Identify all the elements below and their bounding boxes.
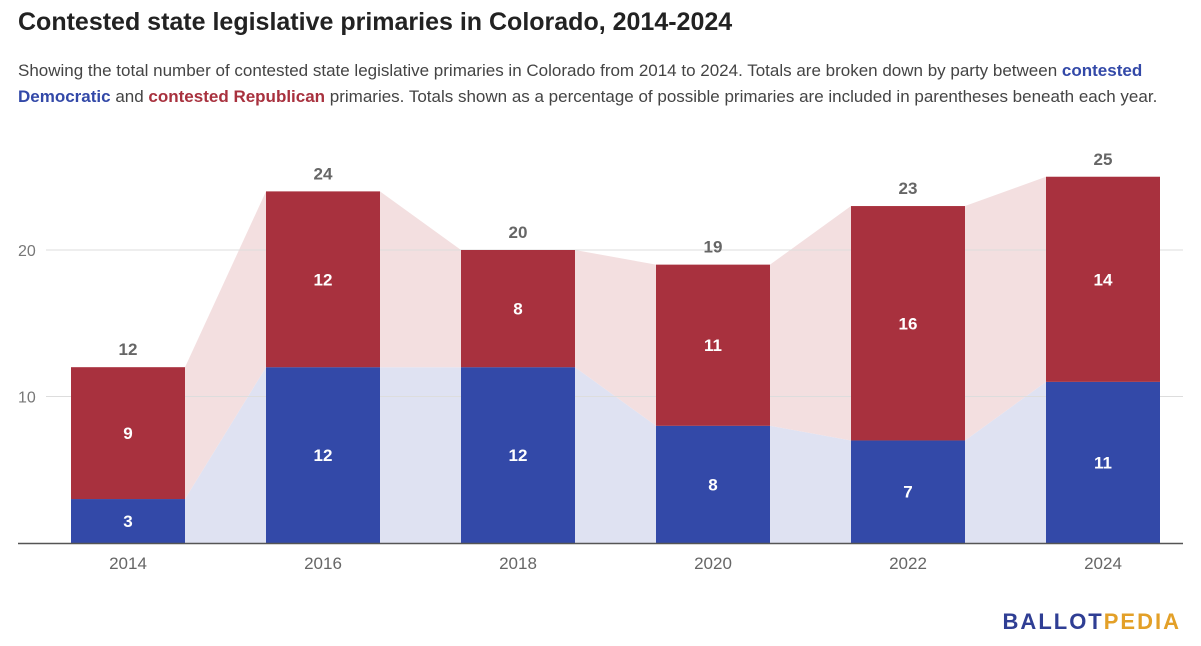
subtitle-text-2: and <box>110 87 149 106</box>
bar-democratic-2018 <box>461 367 575 543</box>
bar-republican-2014 <box>71 367 185 500</box>
data-label-republican: 11 <box>704 336 722 355</box>
data-label-democratic: 7 <box>903 483 912 502</box>
data-label-democratic: 3 <box>123 512 132 531</box>
chart-title: Contested state legislative primaries in… <box>18 8 733 36</box>
bar-republican-2018 <box>461 250 575 368</box>
data-label-democratic: 8 <box>708 475 717 494</box>
data-label-republican: 8 <box>513 300 522 319</box>
data-label-democratic: 12 <box>509 446 528 465</box>
x-tick-label: 2022 <box>889 554 927 573</box>
y-tick-label: 10 <box>18 390 36 407</box>
ballotpedia-logo: BALLOTPEDIA <box>1003 609 1181 635</box>
data-label-total: 23 <box>899 179 918 198</box>
axis-layer: 2014 2016 2018 2020 2022 2024 <box>18 542 1183 573</box>
data-label-republican: 14 <box>1094 270 1113 289</box>
area-layer <box>71 176 1160 543</box>
x-tick-label: 2014 <box>109 554 147 573</box>
bar-layer <box>71 176 1160 543</box>
subtitle-democratic-label: contested Democratic <box>18 61 1143 106</box>
subtitle-text-3: primaries. Totals shown as a percentage … <box>325 87 1158 106</box>
data-label-total: 12 <box>119 340 138 359</box>
logo-text-pedia: PEDIA <box>1103 609 1181 634</box>
y-tick-label: 20 <box>18 243 36 260</box>
bar-republican-2020 <box>656 264 770 426</box>
republican-area <box>71 176 1160 500</box>
x-tick-label: 2020 <box>694 554 732 573</box>
bar-democratic-2024 <box>1046 381 1160 543</box>
data-label-total: 20 <box>509 223 528 242</box>
democratic-area <box>71 367 1160 543</box>
data-label-republican: 12 <box>314 270 333 289</box>
bar-republican-2016 <box>266 191 380 368</box>
label-layer: 3 9 12 12 12 24 12 8 20 8 11 19 7 16 23 11 14 25 <box>119 150 1113 531</box>
gridline-layer: 10 20 <box>18 243 1183 407</box>
x-tick-label: 2024 <box>1084 554 1122 573</box>
bar-republican-2022 <box>851 206 965 441</box>
data-label-total: 19 <box>704 238 723 257</box>
bar-democratic-2020 <box>656 425 770 543</box>
bar-democratic-2022 <box>851 440 965 543</box>
subtitle-republican-label: contested Republican <box>148 87 326 106</box>
x-tick-label: 2018 <box>499 554 537 573</box>
subtitle-text-1: Showing the total number of contested st… <box>18 61 1062 80</box>
data-label-total: 24 <box>314 164 333 183</box>
data-label-republican: 16 <box>899 314 918 333</box>
data-label-democratic: 12 <box>314 446 333 465</box>
data-label-total: 25 <box>1094 150 1113 169</box>
bar-democratic-2014 <box>71 499 185 543</box>
logo-text-ballot: BALLOT <box>1002 609 1104 634</box>
data-label-democratic: 11 <box>1094 453 1112 472</box>
bar-democratic-2016 <box>266 367 380 543</box>
chart-subtitle: Showing the total number of contested st… <box>18 58 1168 110</box>
data-label-republican: 9 <box>123 424 132 443</box>
x-tick-label: 2016 <box>304 554 342 573</box>
bar-republican-2024 <box>1046 176 1160 382</box>
